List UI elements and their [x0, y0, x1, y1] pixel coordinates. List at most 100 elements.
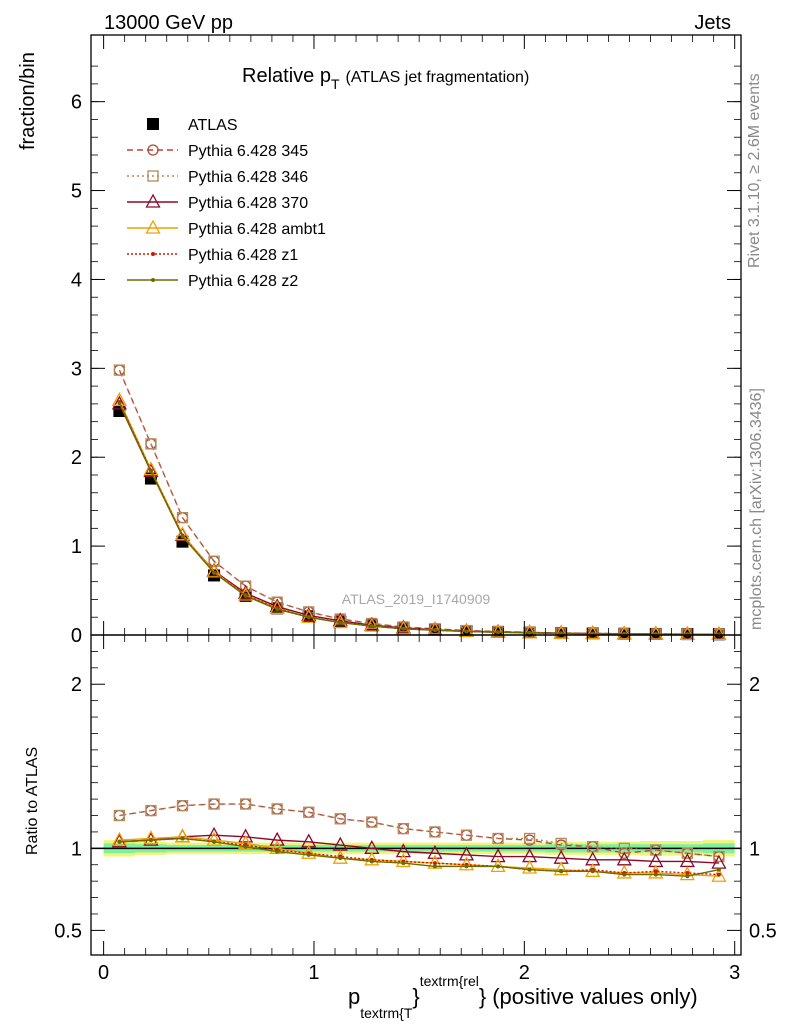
x-axis-label-brace1: }	[412, 984, 419, 1009]
data-point	[212, 570, 217, 575]
data-point	[527, 867, 532, 872]
data-point	[432, 628, 437, 633]
data-point	[716, 872, 721, 877]
data-point	[303, 806, 315, 818]
data-point	[553, 861, 569, 876]
x-axis-label-p: p	[348, 984, 360, 1009]
data-point	[553, 624, 569, 639]
x-tick-label: 0	[98, 962, 109, 984]
data-point	[458, 846, 475, 861]
data-point	[464, 629, 469, 634]
data-point	[148, 838, 153, 843]
data-point	[212, 839, 217, 844]
data-point	[681, 847, 694, 859]
series-line	[119, 834, 719, 864]
data-point	[397, 822, 410, 835]
data-point	[527, 630, 532, 635]
data-point	[364, 851, 380, 866]
main-title-text: Relative p	[242, 65, 331, 87]
data-point	[111, 395, 127, 410]
data-point	[395, 853, 411, 868]
data-point	[395, 843, 411, 858]
legend-label: Pythia 6.428 345	[188, 143, 308, 160]
legend-item: Pythia 6.428 z1	[127, 247, 298, 264]
legend-marker	[147, 170, 159, 182]
main-title-sub: T	[331, 76, 340, 92]
data-point	[432, 864, 437, 869]
data-point	[238, 828, 254, 843]
legend-item: ATLAS	[147, 117, 238, 134]
data-point	[301, 844, 317, 859]
data-point	[369, 859, 374, 864]
y-tick-label-right: 2	[749, 674, 760, 696]
legend-marker	[147, 118, 159, 130]
x-axis-label-rest: (positive values only)	[492, 984, 697, 1009]
ratio-plot-frame	[90, 634, 742, 956]
data-point	[275, 849, 280, 854]
data-point	[458, 623, 475, 638]
data-point	[713, 850, 725, 863]
data-point	[711, 626, 727, 641]
mcplots-label: mcplots.cern.ch [arXiv:1306.3436]	[748, 388, 765, 630]
data-point	[117, 839, 122, 844]
data-point	[616, 625, 632, 640]
y-tick-label: 0	[71, 625, 82, 647]
data-point	[427, 844, 443, 859]
y-tick-label-right: 0.5	[749, 920, 777, 942]
y-tick-label: 6	[71, 92, 82, 114]
legend-marker	[151, 252, 155, 256]
data-point	[180, 534, 185, 539]
data-point	[176, 800, 189, 812]
legend: ATLAS Pythia 6.428 345 Pythia 6.428 346 Pyt…	[127, 117, 326, 290]
data-point	[458, 856, 475, 871]
y-tick-label-right: 1	[749, 838, 760, 860]
data-point	[622, 872, 627, 877]
data-point	[269, 598, 285, 613]
y-tick-label: 3	[71, 358, 82, 380]
ratio-panel: 0.5 0.5 1 1 2 2 0 1 2 3	[54, 634, 777, 984]
data-point	[271, 803, 283, 815]
data-point	[206, 563, 222, 578]
data-point	[143, 830, 159, 845]
data-point	[148, 469, 153, 474]
data-point	[685, 632, 690, 637]
main-y-label: fraction/bin	[17, 52, 39, 150]
data-point	[243, 593, 248, 598]
legend-label: ATLAS	[188, 117, 238, 134]
data-point	[180, 836, 185, 841]
x-tick-label: 1	[308, 962, 319, 984]
x-axis-label-sub: textrm{T	[360, 1005, 413, 1021]
data-point	[490, 848, 506, 863]
series-line	[119, 837, 720, 877]
series-pythia-6-428-ambt1	[111, 828, 727, 882]
data-point	[143, 461, 159, 476]
data-point	[176, 512, 189, 524]
data-point	[113, 364, 126, 376]
legend-label: Pythia 6.428 370	[188, 195, 308, 212]
y-tick-label: 0.5	[54, 920, 82, 942]
data-point	[522, 624, 538, 639]
data-point	[338, 856, 343, 861]
data-point	[460, 829, 473, 841]
data-point	[239, 580, 252, 592]
data-point	[492, 832, 504, 845]
data-point	[145, 804, 157, 817]
data-point	[117, 401, 122, 405]
x-axis-label: ptextrm{T}textrm{rel} (positive values on…	[348, 973, 698, 1021]
data-point	[559, 869, 564, 874]
x-axis-label-sup: textrm{rel	[420, 973, 479, 989]
y-tick-label: 1	[71, 838, 82, 860]
data-point	[585, 625, 601, 640]
data-point	[711, 867, 727, 882]
data-point	[523, 832, 536, 845]
legend-item: Pythia 6.428 346	[127, 169, 308, 186]
data-point	[401, 626, 406, 631]
data-point	[496, 864, 501, 869]
data-point	[585, 862, 601, 877]
y-tick-label: 2	[71, 674, 82, 696]
data-point	[369, 624, 374, 629]
data-point	[685, 874, 690, 879]
data-point	[616, 864, 632, 879]
data-point	[432, 861, 437, 866]
data-point	[113, 809, 126, 822]
